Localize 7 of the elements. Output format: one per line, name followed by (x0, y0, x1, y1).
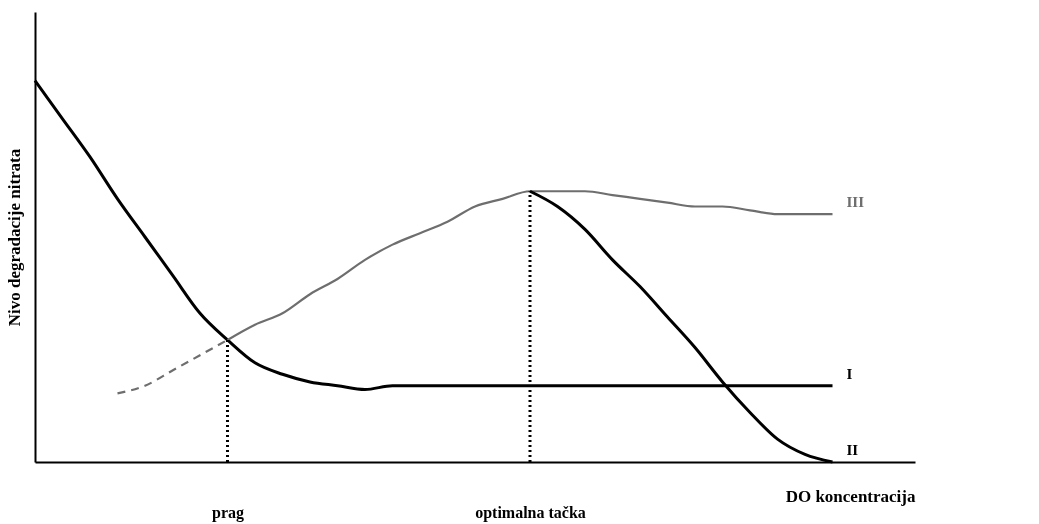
series-label: I (846, 365, 853, 382)
series-label: II (846, 442, 859, 458)
y-axis-title: Nivo degradacije nitrata (4, 148, 24, 327)
x-tick-label: prag (212, 503, 244, 522)
x-axis-title: DO koncentracija (785, 486, 916, 506)
x-tick-label: optimalna tačka (475, 503, 586, 522)
series-label: III (846, 194, 865, 211)
